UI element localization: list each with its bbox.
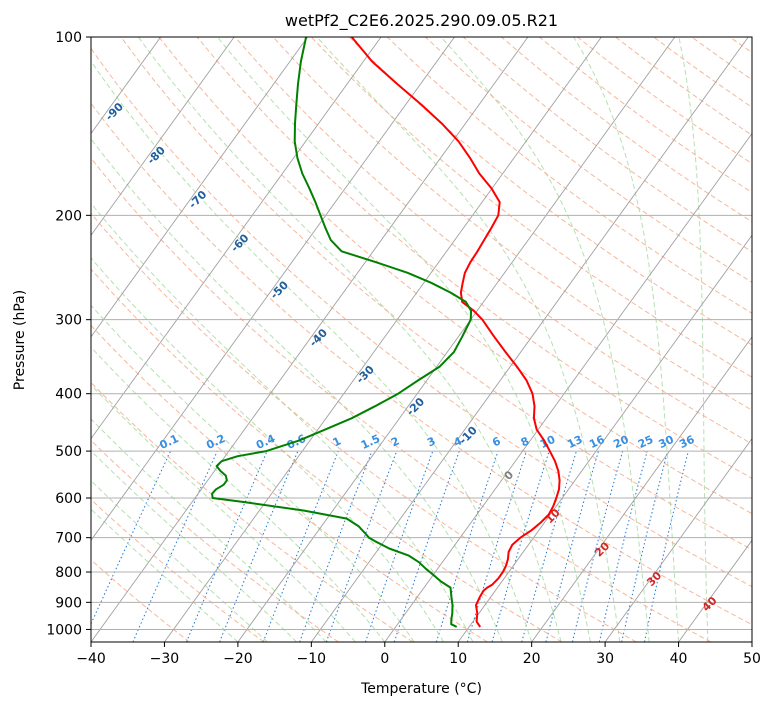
moist-adiabat-line [217,37,591,642]
moist-adiabat-line [137,37,562,642]
x-tick-label: 10 [449,651,467,667]
moist-adiabat-line [91,138,503,642]
x-tick-label: −10 [297,651,327,667]
y-tick-label: 700 [55,531,82,547]
x-axis-label: Temperature (°C) [360,681,482,697]
dry-adiabat-line [120,37,752,551]
x-tick-label: 30 [596,651,614,667]
isotherm-line [384,132,752,642]
pressure-gridlines [91,37,752,630]
mixing-ratio-label: 16 [587,433,607,451]
dry-adiabat-line [424,37,752,283]
moist-adiabat-line [91,508,239,642]
moist-adiabat-line [91,60,533,642]
x-tick-label: −40 [76,651,106,667]
dewpoint-profile-line [211,37,473,628]
x-tick-label: 50 [743,651,761,667]
x-tick-label: 0 [380,651,389,667]
mixing-ratio-line [521,450,577,642]
moist-adiabat-line [316,37,621,642]
mixing-ratio-line [621,450,669,642]
isotherm-line [91,37,308,338]
moist-adiabat-line [440,37,650,642]
y-tick-label: 200 [55,208,82,224]
dry-adiabat-line [91,212,637,642]
isotherm-line [604,437,752,642]
y-tick-label: 500 [55,444,82,460]
dry-adiabats [91,37,752,642]
mixing-ratio-label: 13 [565,433,584,451]
mixing-ratio-line [365,450,434,642]
moist-adiabat-line [91,304,415,642]
moist-adiabat-line [91,257,444,642]
dry-adiabat-line [158,37,752,515]
isotherm-line [91,37,455,542]
plot-area: 0.10.20.40.611.52346810131620253036-100-… [91,37,752,642]
chart-title: wetPf2_C2E6.2025.290.09.05.R21 [285,11,558,31]
x-tick-label: 40 [670,651,688,667]
moist-adiabats [91,37,709,642]
y-tick-label: 800 [55,565,82,581]
isotherm-line [237,37,676,642]
moist-adiabat-line [91,418,327,642]
moist-adiabat-line [91,346,386,642]
isotherm-line [91,37,382,440]
mixing-ratio-line [466,450,527,642]
x-tick-label: −20 [223,651,253,667]
y-axis-ticks: 1000 900 800 700 600 500 400 300 200 100 [46,30,91,638]
mixing-ratio-label: 30 [657,433,677,451]
x-axis-ticks: −40 −30 −20 −10 0 10 20 30 40 50 [76,642,761,667]
isotherm-line [531,336,752,642]
mixing-ratio-line [545,450,599,642]
y-tick-label: 900 [55,595,82,611]
y-tick-label: 100 [55,30,82,46]
y-tick-label: 600 [55,491,82,507]
mixing-ratio-label: 25 [636,433,655,451]
moist-adiabat-line [91,202,474,642]
y-tick-label: 400 [55,387,82,403]
dry-adiabat-line [91,157,712,642]
dry-adiabat-line [91,439,339,642]
profile-series [211,37,561,628]
x-tick-label: −30 [150,651,180,667]
dry-adiabat-line [91,102,752,626]
dry-adiabat-line [348,37,752,346]
mixing-ratio-line [299,450,373,642]
y-axis-label: Pressure (hPa) [12,290,28,390]
mixing-ratio-line [598,450,648,642]
moist-adiabat-line [573,37,680,642]
dry-adiabat-line [196,37,752,479]
isotherm-line [310,37,749,642]
mixing-ratio-line [219,450,299,642]
mixing-ratio-label: 36 [677,433,697,451]
dry-adiabat-line [91,559,190,642]
y-tick-label: 300 [55,313,82,329]
isotherm-line [457,234,752,642]
mixing-ratio-line [435,450,499,642]
mixing-ratio-line [644,450,689,642]
isotherm-line [91,37,235,236]
isotherms [91,37,752,642]
y-tick-label: 1000 [46,622,82,638]
dry-adiabat-line [272,37,752,411]
mixing-ratio-line [571,450,624,642]
dry-adiabat-line [91,268,563,642]
temperature-profile-line [350,37,561,628]
mixing-ratio-line [186,450,268,642]
mixing-ratio-line [325,450,398,642]
mixing-ratio-label: 20 [611,433,631,451]
isotherm-line [678,539,752,642]
x-tick-label: 20 [523,651,541,667]
plot-frame [90,36,753,643]
isotherm-line [164,37,602,642]
dry-adiabat-line [310,37,752,378]
dry-adiabat-line [91,47,752,588]
